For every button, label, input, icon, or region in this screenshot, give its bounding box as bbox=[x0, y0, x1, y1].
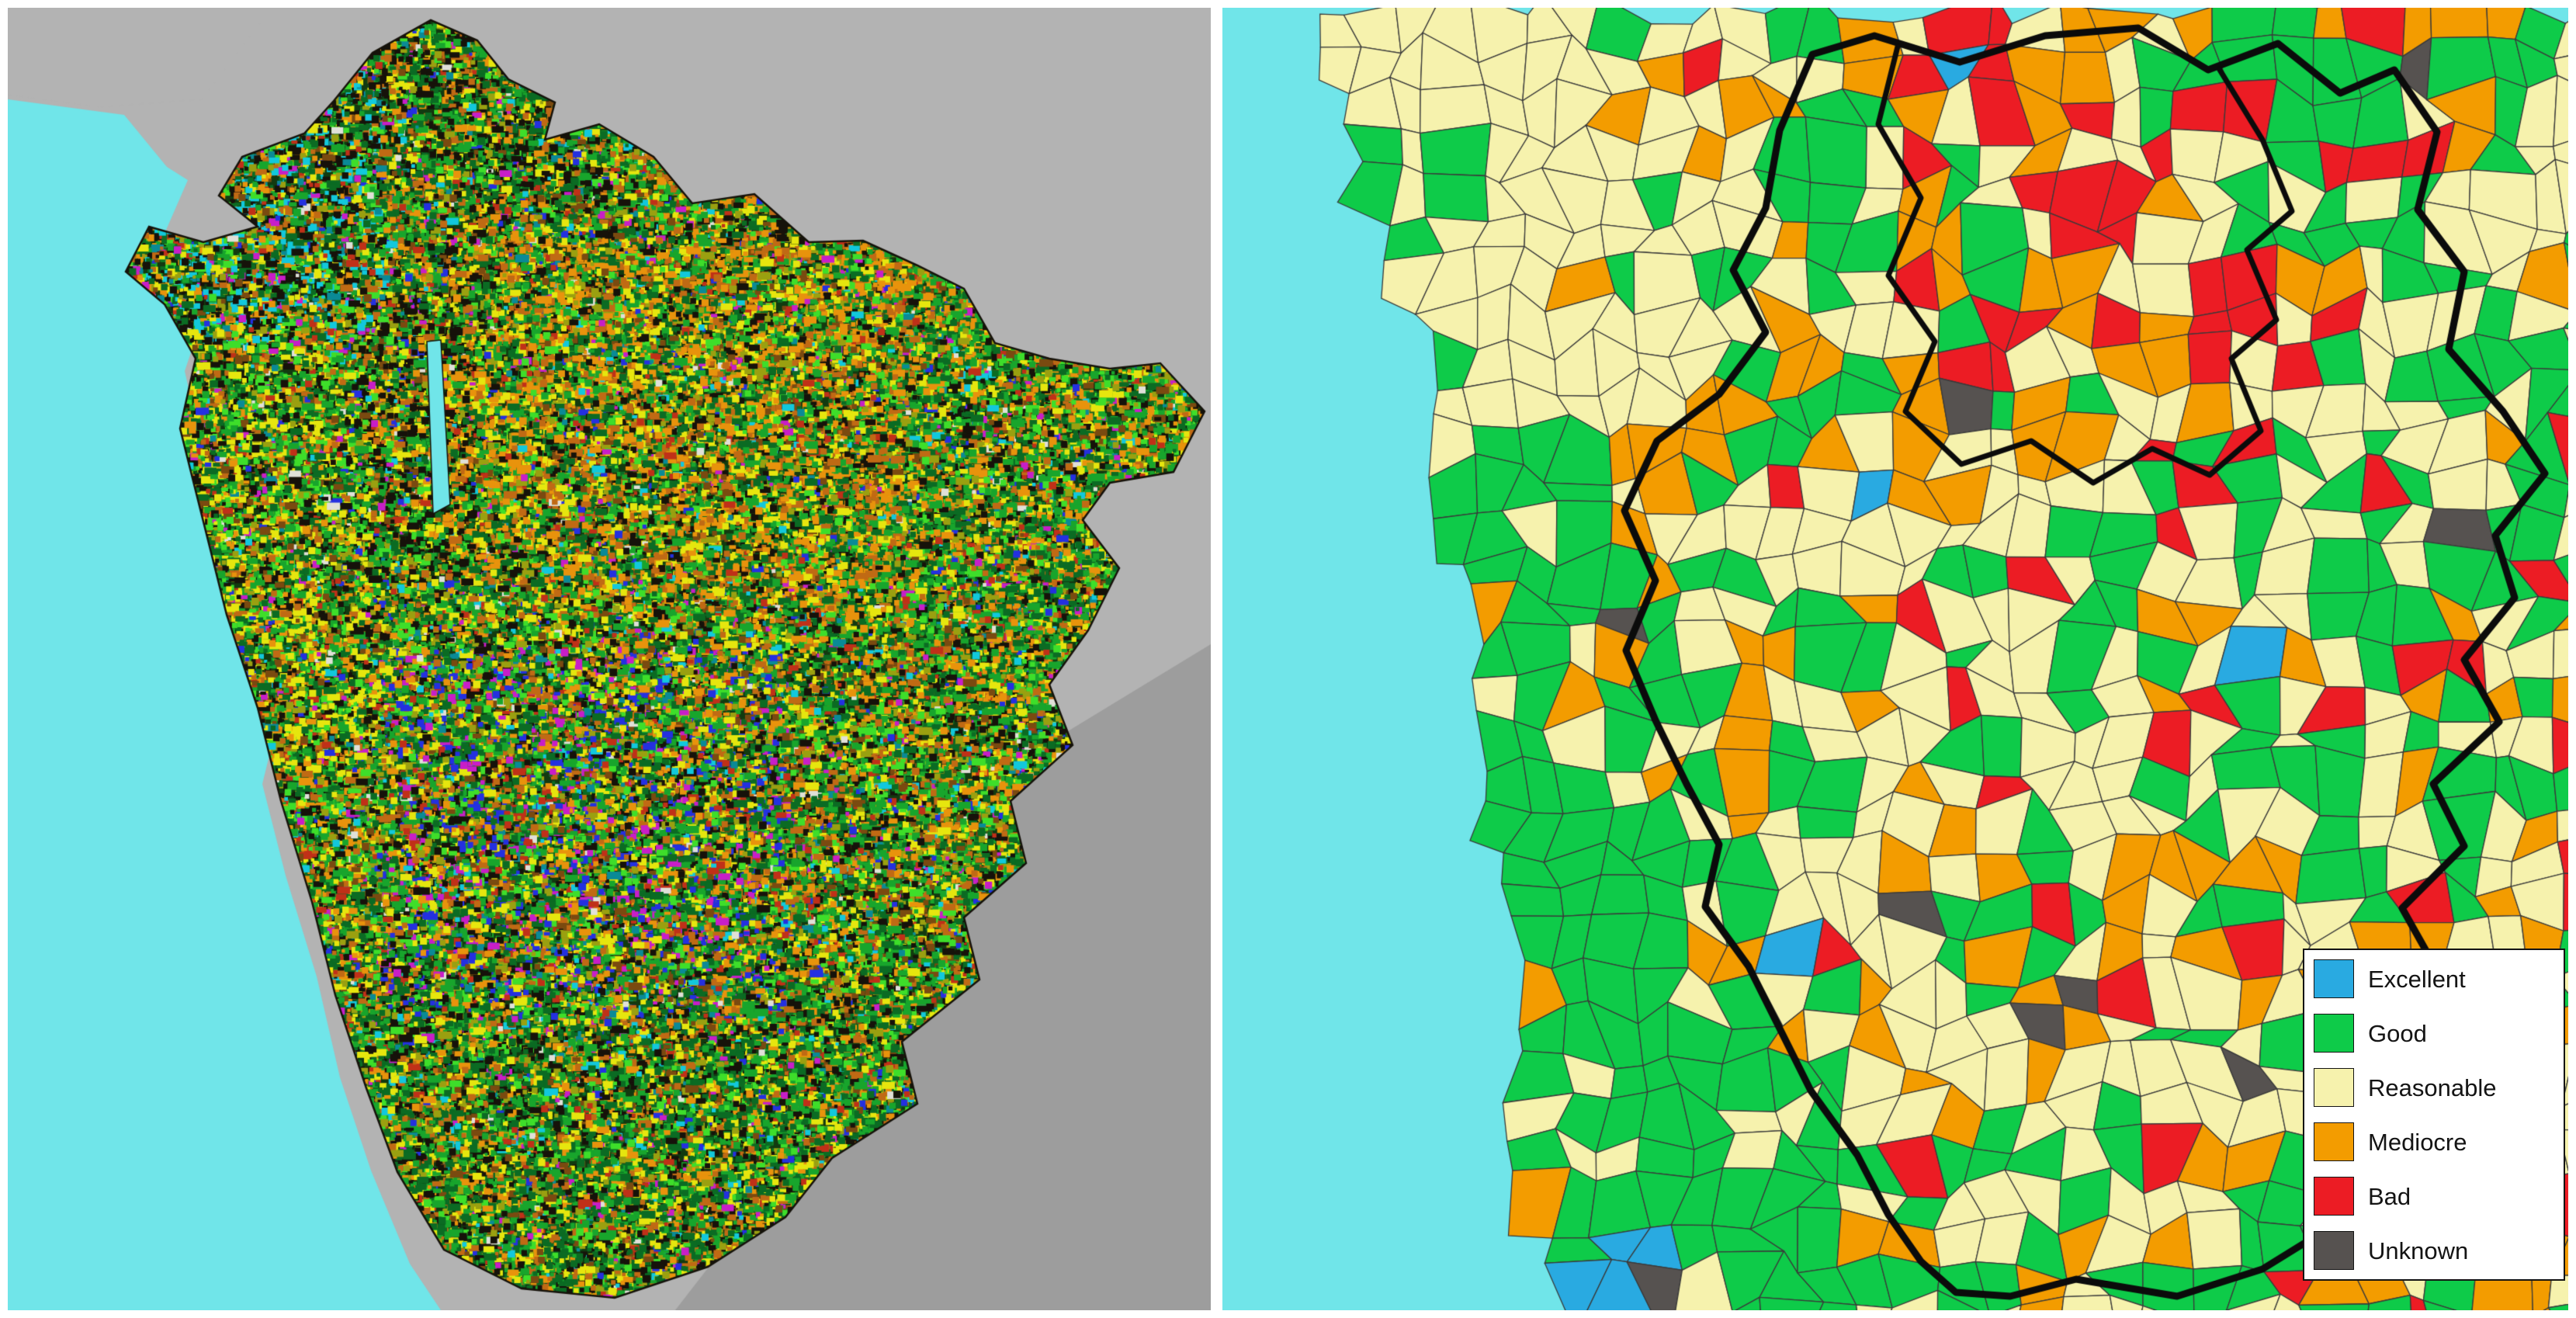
legend-item-bad: Bad bbox=[2314, 1177, 2554, 1216]
water-quality-map-panel: Excellent Good Reasonable Mediocre Bad Unknow… bbox=[1222, 8, 2568, 1310]
legend-item-good: Good bbox=[2314, 1014, 2554, 1053]
legend-swatch-bad bbox=[2314, 1177, 2354, 1216]
land-cover-map-panel bbox=[8, 8, 1211, 1310]
legend-label: Good bbox=[2368, 1019, 2427, 1047]
legend-item-excellent: Excellent bbox=[2314, 959, 2554, 998]
legend-swatch-good bbox=[2314, 1014, 2354, 1053]
legend-item-unknown: Unknown bbox=[2314, 1231, 2554, 1270]
legend-label: Mediocre bbox=[2368, 1128, 2467, 1156]
legend-label: Unknown bbox=[2368, 1236, 2469, 1264]
legend-label: Excellent bbox=[2368, 965, 2466, 993]
legend-item-reasonable: Reasonable bbox=[2314, 1068, 2554, 1107]
legend-swatch-excellent bbox=[2314, 959, 2354, 998]
legend-label: Bad bbox=[2368, 1182, 2411, 1210]
land-cover-map bbox=[8, 8, 1211, 1310]
legend-swatch-reasonable bbox=[2314, 1068, 2354, 1107]
legend-item-mediocre: Mediocre bbox=[2314, 1122, 2554, 1161]
legend-label: Reasonable bbox=[2368, 1073, 2497, 1101]
legend-swatch-unknown bbox=[2314, 1231, 2354, 1270]
map-legend: Excellent Good Reasonable Mediocre Bad Unknow… bbox=[2303, 949, 2565, 1281]
legend-swatch-mediocre bbox=[2314, 1122, 2354, 1161]
